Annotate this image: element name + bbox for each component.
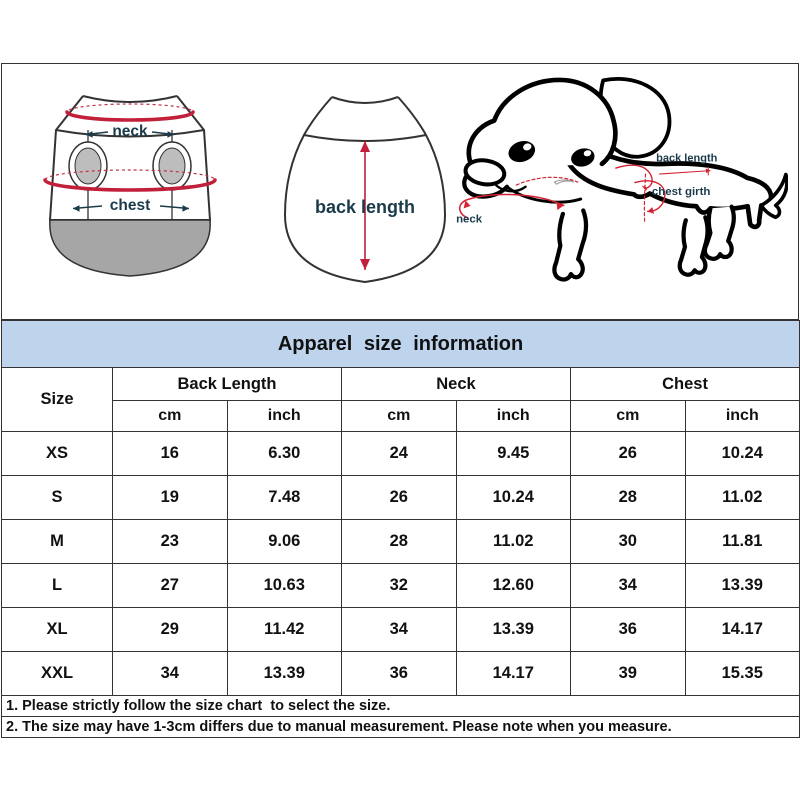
svg-text:neck: neck (112, 123, 148, 140)
svg-text:back length: back length (315, 197, 415, 217)
svg-text:back length: back length (656, 152, 717, 164)
svg-text:neck: neck (456, 213, 483, 225)
svg-text:chest: chest (110, 197, 151, 214)
svg-text:chest girth: chest girth (652, 186, 710, 198)
